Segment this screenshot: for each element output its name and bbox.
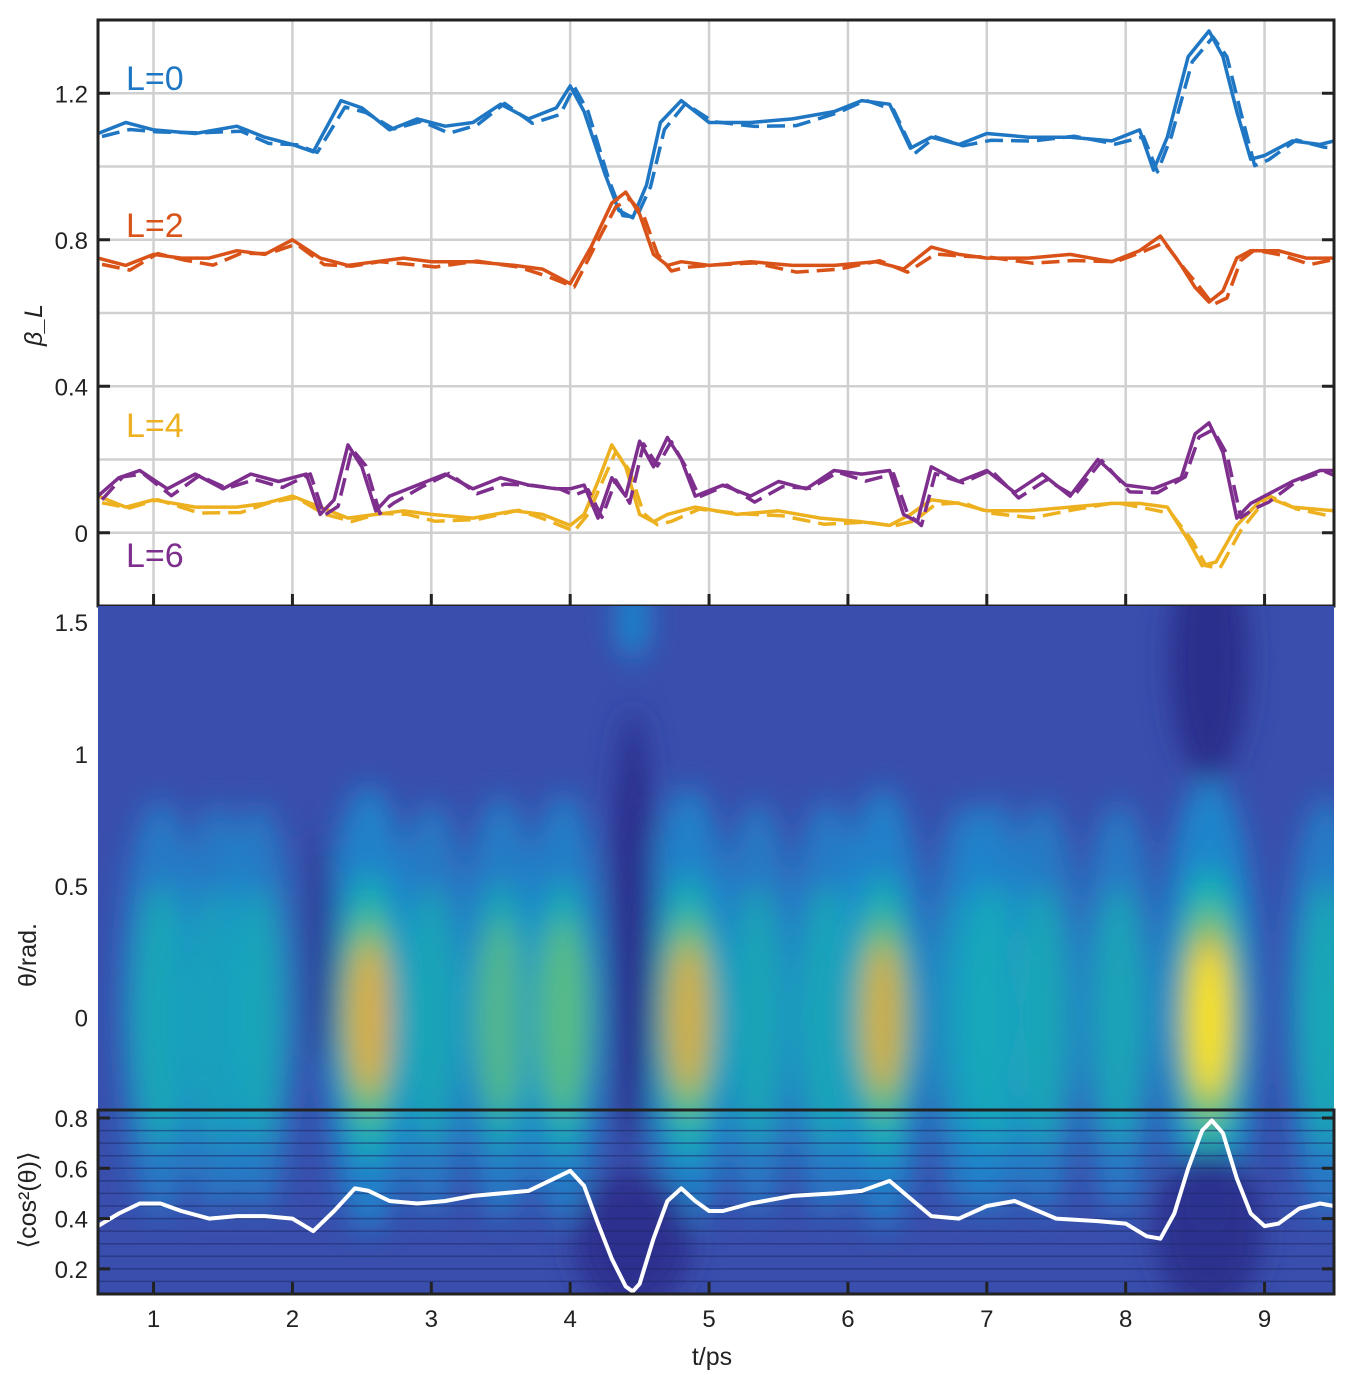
- beta-y-tick-label: 0: [75, 521, 88, 548]
- cos2-y-axis-label: ⟨cos²(θ)⟩: [14, 1151, 42, 1248]
- beta-y-tick-label: 0.8: [55, 228, 88, 255]
- cos2-y-tick-label: 0.4: [55, 1207, 88, 1234]
- heatmap-dark-base: [572, 1170, 693, 1294]
- heatmap-mid: [476, 921, 526, 1115]
- time-x-tick-label: 2: [286, 1306, 299, 1333]
- series-l4-dashed-line: [101, 449, 1334, 570]
- time-x-tick-label: 4: [564, 1306, 577, 1333]
- time-x-tick-label: 6: [841, 1306, 854, 1333]
- beta-series: [98, 29, 1334, 570]
- heatmap-band: [1014, 885, 1070, 1150]
- time-x-tick-label: 7: [980, 1306, 993, 1333]
- time-x-tick-label: 8: [1119, 1306, 1132, 1333]
- beta-y-tick-label: 1.2: [55, 81, 88, 108]
- theta-map: [98, 606, 1334, 1294]
- cos2-line: [98, 1118, 1334, 1294]
- beta-y-axis-label: β_L: [20, 304, 48, 347]
- label-L4: L=4: [126, 407, 184, 445]
- series-l2-dashed-line: [101, 197, 1334, 307]
- theta-map-blobs: [119, 606, 1334, 1294]
- cos2-y-ticks: 0.2 0.4 0.6 0.8: [55, 1106, 1334, 1284]
- theta-y-tick-label: 1.5: [55, 610, 88, 637]
- cos2-panel: 0.2 0.4 0.6 0.8 ⟨cos²(θ)⟩: [14, 1106, 1336, 1296]
- series-l6-line: [98, 421, 1334, 524]
- label-L2: L=2: [126, 207, 184, 245]
- cos2-y-tick-label: 0.6: [55, 1156, 88, 1183]
- theta-y-axis-label: θ/rad.: [14, 923, 42, 987]
- heatmap-hot: [862, 942, 903, 1093]
- heatmap-band: [403, 885, 459, 1150]
- heatmap-dark-top: [1169, 606, 1249, 780]
- time-x-axis-label: t/ps: [692, 1343, 732, 1371]
- label-L6: L=6: [126, 537, 184, 575]
- heatmap-mid: [537, 919, 589, 1117]
- theta-y-tick-label: 0.5: [55, 874, 88, 901]
- time-x-tick-label: 1: [147, 1306, 160, 1333]
- heatmap-dark-core: [610, 710, 655, 1150]
- heatmap-dark-bottom: [1154, 1150, 1264, 1294]
- heatmap-hot: [667, 942, 709, 1094]
- cos2-series: [98, 1118, 1334, 1294]
- heatmap-dark-strip: [304, 830, 337, 1070]
- heatmap-hot: [348, 941, 390, 1095]
- heatmap-peak: [1193, 947, 1226, 1098]
- heatmap-dark-tip: [616, 606, 649, 660]
- cos2-grid: [98, 1117, 1334, 1295]
- heatmap-band: [1091, 886, 1147, 1150]
- theta-y-tick-label: 0: [75, 1006, 88, 1033]
- cos2-y-tick-label: 0.2: [55, 1257, 88, 1284]
- time-x-ticks: 1 2 3 4 5 6 7 8 9: [147, 594, 1271, 1333]
- time-x-tick-label: 5: [702, 1306, 715, 1333]
- heatmap-band: [132, 884, 189, 1152]
- beta-panel: 0 0.4 0.8 1.2 L=0 L=2 L=4 L=6 β_L: [20, 18, 1336, 608]
- beta-y-tick-label: 0.4: [55, 374, 88, 401]
- label-L0: L=0: [126, 60, 184, 98]
- heatmap-band: [730, 885, 786, 1150]
- theta-y-tick-label: 1: [75, 742, 88, 769]
- heatmap-band: [230, 887, 285, 1149]
- time-x-tick-label: 3: [425, 1306, 438, 1333]
- cos2-y-tick-label: 0.8: [55, 1106, 88, 1133]
- heatmap-band: [1298, 882, 1334, 1153]
- beta-y-ticks: 0 0.4 0.8 1.2: [55, 81, 1334, 548]
- series-l2-line: [98, 190, 1334, 304]
- cos2-panel-frame: [96, 1108, 1336, 1296]
- series-l0-line: [98, 29, 1334, 220]
- theta-y-ticks: 0 0.5 1 1.5: [55, 610, 88, 1033]
- time-x-tick-label: 9: [1258, 1306, 1271, 1333]
